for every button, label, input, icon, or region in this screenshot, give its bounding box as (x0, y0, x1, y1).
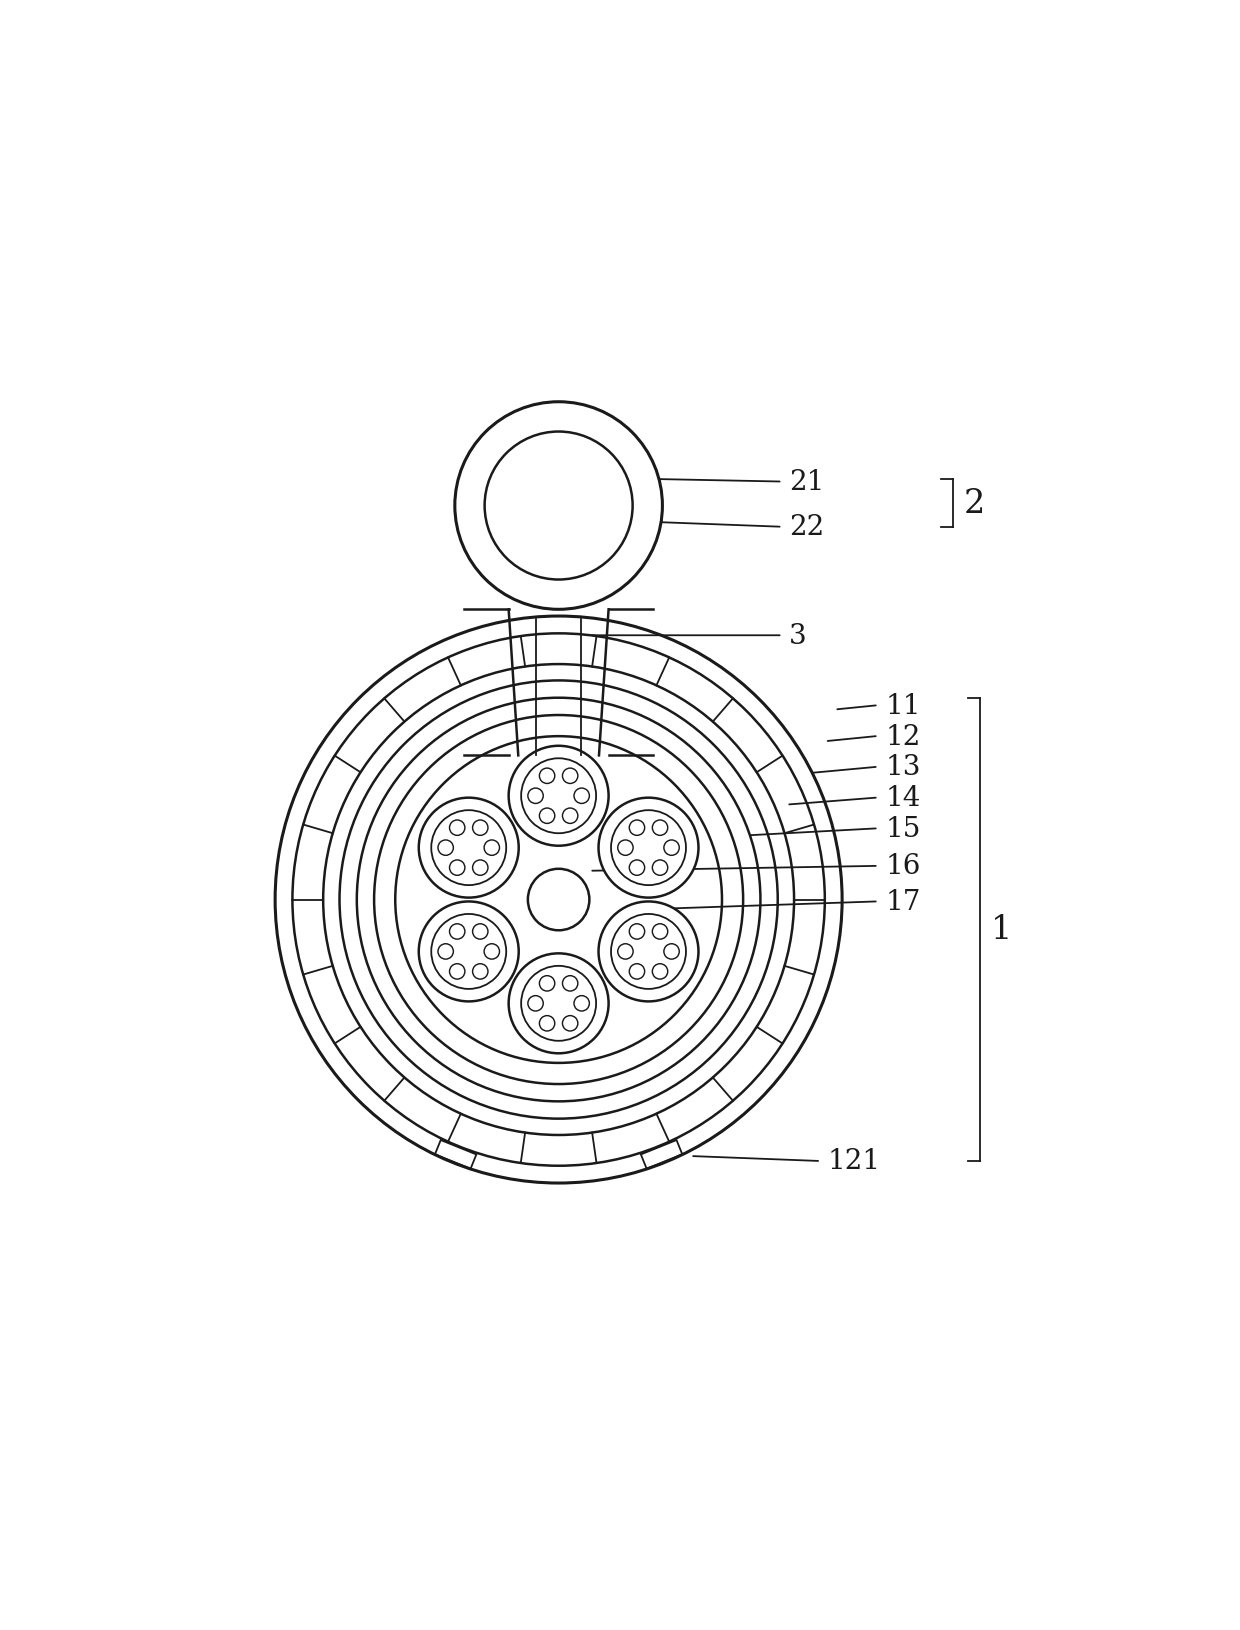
Circle shape (528, 869, 589, 931)
Circle shape (432, 914, 506, 989)
Circle shape (563, 808, 578, 823)
Text: 2: 2 (965, 487, 986, 520)
Circle shape (508, 954, 609, 1053)
Circle shape (599, 799, 698, 898)
Text: 21: 21 (789, 469, 825, 496)
Circle shape (450, 924, 465, 939)
Circle shape (374, 716, 743, 1084)
Circle shape (574, 996, 589, 1011)
Circle shape (611, 914, 686, 989)
Circle shape (472, 820, 489, 836)
Circle shape (485, 432, 632, 580)
Circle shape (618, 841, 634, 856)
Circle shape (450, 963, 465, 980)
Circle shape (618, 944, 634, 960)
Circle shape (539, 769, 554, 784)
Circle shape (484, 841, 500, 856)
Circle shape (563, 769, 578, 784)
Circle shape (324, 665, 794, 1134)
Circle shape (293, 634, 825, 1165)
Circle shape (574, 789, 589, 804)
Circle shape (652, 820, 667, 836)
Circle shape (438, 841, 454, 856)
Circle shape (472, 924, 489, 939)
Circle shape (484, 944, 500, 960)
Circle shape (652, 924, 667, 939)
Text: 11: 11 (885, 693, 921, 719)
Circle shape (419, 799, 518, 898)
Text: 13: 13 (885, 755, 921, 781)
Circle shape (629, 861, 645, 875)
Text: 121: 121 (828, 1148, 880, 1175)
Bar (641, 1141, 682, 1169)
Circle shape (528, 789, 543, 804)
Circle shape (340, 681, 777, 1118)
Circle shape (629, 963, 645, 980)
Circle shape (629, 924, 645, 939)
Circle shape (438, 944, 454, 960)
Text: 14: 14 (885, 784, 921, 812)
Circle shape (663, 841, 680, 856)
Circle shape (539, 976, 554, 991)
Circle shape (472, 963, 489, 980)
Text: 15: 15 (885, 815, 921, 843)
Circle shape (629, 820, 645, 836)
Circle shape (599, 901, 698, 1002)
Text: 3: 3 (789, 623, 807, 649)
Circle shape (419, 901, 518, 1002)
Circle shape (663, 944, 680, 960)
Circle shape (508, 747, 609, 846)
Circle shape (455, 403, 662, 610)
Circle shape (275, 616, 842, 1183)
Circle shape (528, 996, 543, 1011)
Circle shape (563, 976, 578, 991)
Circle shape (357, 698, 760, 1102)
Circle shape (432, 810, 506, 885)
Circle shape (539, 1015, 554, 1032)
Circle shape (611, 810, 686, 885)
Text: 1: 1 (991, 914, 1012, 945)
Text: 17: 17 (885, 888, 921, 916)
Circle shape (521, 967, 596, 1042)
Circle shape (539, 808, 554, 823)
Circle shape (396, 737, 722, 1063)
Text: 12: 12 (885, 724, 921, 750)
Circle shape (521, 760, 596, 833)
Circle shape (652, 861, 667, 875)
Circle shape (450, 861, 465, 875)
Circle shape (472, 861, 489, 875)
Circle shape (450, 820, 465, 836)
Circle shape (652, 963, 667, 980)
Text: 16: 16 (885, 852, 921, 880)
Circle shape (563, 1015, 578, 1032)
Bar (435, 1141, 476, 1169)
Text: 22: 22 (789, 513, 825, 541)
